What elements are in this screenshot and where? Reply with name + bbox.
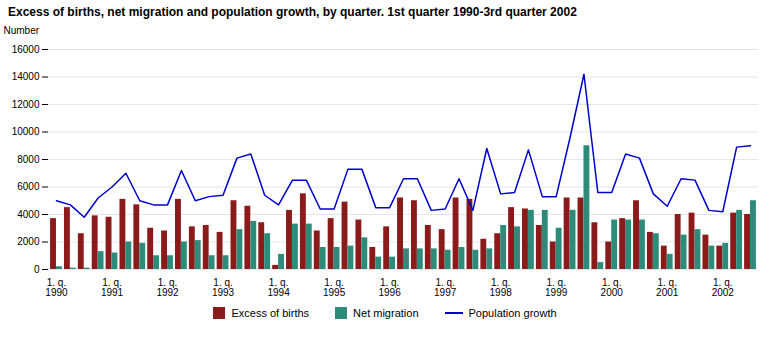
svg-text:1. q.1991: 1. q.1991 [101,277,124,298]
svg-text:1. q.2002: 1. q.2002 [712,277,735,298]
svg-text:1. q.1998: 1. q.1998 [490,277,513,298]
svg-text:10000: 10000 [12,126,40,137]
svg-text:1. q.1992: 1. q.1992 [156,277,179,298]
svg-text:1. q.1996: 1. q.1996 [378,277,401,298]
svg-text:1. q.2001: 1. q.2001 [656,277,679,298]
svg-text:1. q.2000: 1. q.2000 [601,277,624,298]
svg-text:2000: 2000 [17,236,40,247]
svg-text:4000: 4000 [17,209,40,220]
html-text:Excess of births, net migratio: Excess of births, net migration and popu… [8,5,577,19]
html-text:Excess of births: Excess of births [231,307,310,319]
svg-text:8000: 8000 [17,154,40,165]
html-text:Population growth: Population growth [468,307,557,319]
html-text:Net migration: Net migration [353,307,419,319]
svg-text:12000: 12000 [12,99,40,110]
svg-text:1. q.1990: 1. q.1990 [45,277,68,298]
svg-text:1. q.1994: 1. q.1994 [267,277,290,298]
svg-text:0: 0 [34,264,40,275]
svg-text:16000: 16000 [12,44,40,55]
svg-text:1. q.1999: 1. q.1999 [545,277,568,298]
svg-text:14000: 14000 [12,71,40,82]
svg-text:1. q.1993: 1. q.1993 [212,277,235,298]
svg-text:1. q.1995: 1. q.1995 [323,277,346,298]
svg-text:1. q.1997: 1. q.1997 [434,277,457,298]
svg-text:6000: 6000 [17,181,40,192]
svg-text:Number: Number [4,25,40,36]
